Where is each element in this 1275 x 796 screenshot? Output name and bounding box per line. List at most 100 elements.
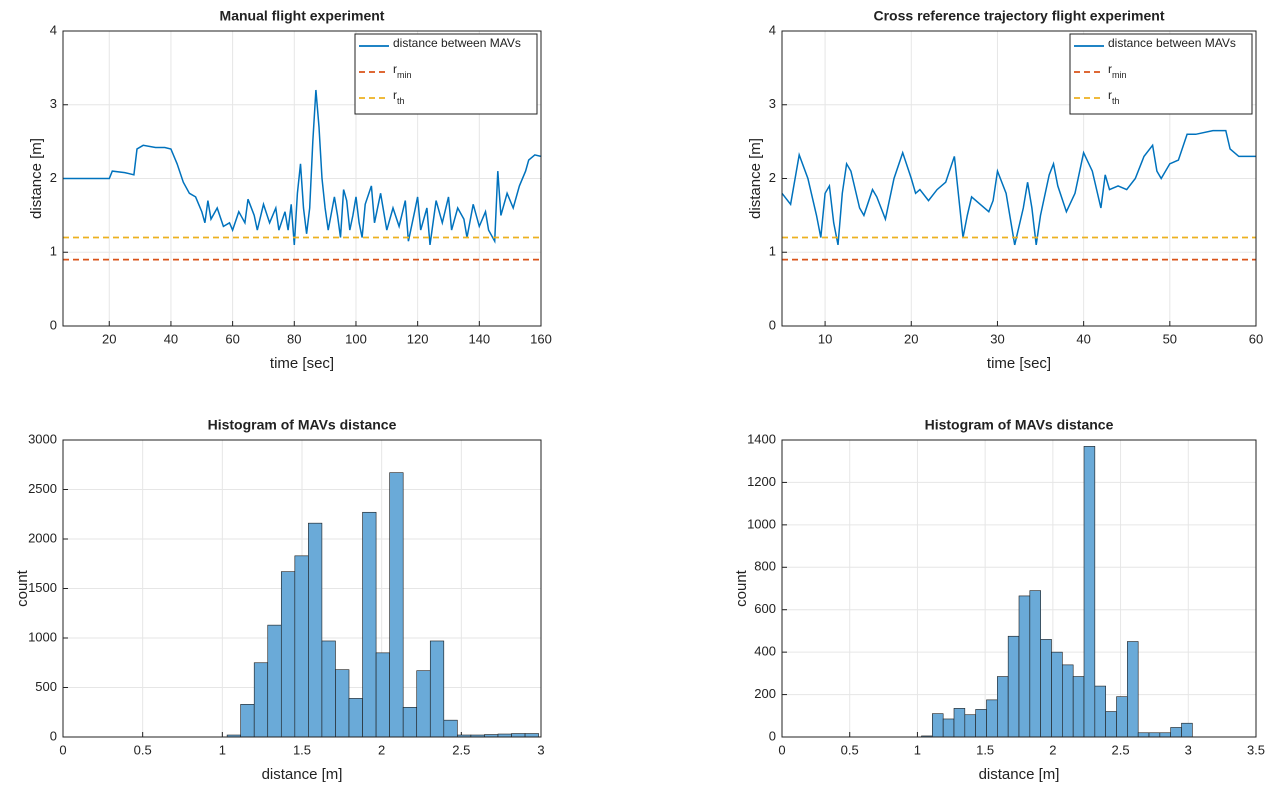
y-tick-label: 4	[50, 22, 57, 37]
x-tick-label: 30	[990, 331, 1004, 346]
legend-box	[1069, 33, 1253, 115]
histogram-bar	[280, 571, 296, 738]
legend-subscript: min	[1112, 70, 1127, 80]
y-tick-label: 0	[50, 317, 57, 332]
histogram-bar	[1040, 639, 1052, 738]
axes-box	[62, 439, 542, 738]
y-tick-label: 1500	[28, 580, 57, 595]
histogram-bar	[267, 624, 282, 738]
histogram-bar	[321, 640, 336, 738]
y-tick-label: 3000	[28, 431, 57, 446]
histogram-bar	[1159, 732, 1171, 738]
histogram-bar	[1018, 595, 1031, 738]
chart-title: Histogram of MAVs distance	[208, 417, 397, 433]
histogram-bar	[1137, 732, 1150, 738]
histogram-bar	[986, 699, 998, 738]
histogram-bar	[964, 714, 976, 738]
x-tick-label: 80	[287, 331, 301, 346]
y-tick-label: 1	[769, 244, 776, 259]
y-tick-label: 3	[769, 96, 776, 111]
x-tick-label: 50	[1163, 331, 1177, 346]
y-tick-label: 0	[50, 728, 57, 743]
y-axis-label: distance [m]	[28, 138, 45, 219]
x-axis-label: distance [m]	[262, 766, 343, 783]
histogram-bar	[1105, 711, 1117, 738]
legend-name: r	[393, 88, 397, 102]
chart-title: Histogram of MAVs distance	[925, 417, 1114, 433]
x-tick-label: 160	[530, 331, 552, 346]
x-tick-label: 40	[1076, 331, 1090, 346]
x-tick-label: 0.5	[134, 742, 152, 757]
histogram-bar	[1007, 635, 1020, 738]
legend-label: rmin	[1108, 62, 1127, 80]
y-tick-label: 1400	[747, 431, 776, 446]
legend-label: rmin	[393, 62, 412, 80]
x-tick-label: 120	[407, 331, 429, 346]
y-tick-label: 0	[769, 728, 776, 743]
histogram-bar	[953, 708, 966, 738]
histogram-bar	[402, 706, 418, 738]
histogram-bar	[997, 676, 1009, 738]
y-tick-label: 2	[769, 170, 776, 185]
histogram-bar	[335, 669, 350, 738]
histogram-bar	[416, 670, 431, 738]
histogram-bar	[1083, 446, 1096, 738]
x-tick-label: 140	[468, 331, 490, 346]
y-tick-label: 1000	[747, 516, 776, 531]
histogram-bar	[1170, 727, 1182, 738]
legend-subscript: min	[397, 70, 412, 80]
y-tick-label: 0	[769, 317, 776, 332]
histogram-bar	[975, 709, 987, 738]
x-tick-label: 3	[1185, 742, 1192, 757]
x-axis-label: time [sec]	[987, 355, 1051, 372]
y-tick-label: 2000	[28, 530, 57, 545]
histogram-bar	[1181, 722, 1193, 738]
axes-box	[62, 30, 542, 327]
x-tick-label: 20	[904, 331, 918, 346]
data-line	[63, 89, 542, 246]
x-tick-label: 1.5	[293, 742, 311, 757]
x-tick-label: 20	[102, 331, 116, 346]
histogram-bar	[389, 472, 404, 738]
y-tick-label: 1000	[28, 629, 57, 644]
y-axis-label: count	[14, 569, 31, 607]
x-tick-label: 2	[1049, 742, 1056, 757]
legend-name: distance between MAVs	[393, 36, 521, 50]
legend-subscript: th	[397, 96, 405, 106]
x-tick-label: 40	[164, 331, 178, 346]
histogram-bar	[1029, 590, 1041, 738]
x-tick-label: 0	[778, 742, 785, 757]
y-tick-label: 600	[754, 601, 776, 616]
histogram-bar	[1094, 685, 1106, 738]
y-tick-label: 400	[754, 644, 776, 659]
axes-box	[781, 30, 1257, 327]
histogram-bar	[375, 652, 390, 738]
histogram-bar	[1051, 651, 1063, 738]
histogram-bar	[511, 733, 526, 738]
legend-subscript: th	[1112, 96, 1120, 106]
histogram-bar	[429, 640, 445, 738]
chart-title: Manual flight experiment	[220, 8, 385, 24]
legend: distance between MAVs rmin rth	[354, 33, 538, 115]
y-tick-label: 1200	[747, 474, 776, 489]
histogram-bar	[308, 522, 323, 738]
y-tick-label: 800	[754, 559, 776, 574]
legend-label: rth	[393, 88, 405, 106]
legend: distance between MAVs rmin rth	[1069, 33, 1253, 115]
legend-label: rth	[1108, 88, 1120, 106]
x-tick-label: 2.5	[452, 742, 470, 757]
x-tick-label: 10	[818, 331, 832, 346]
y-axis-label: distance [m]	[747, 138, 764, 219]
legend-label: distance between MAVs	[1108, 36, 1236, 50]
y-axis-label: count	[733, 569, 750, 607]
histogram-bar	[294, 555, 309, 738]
y-tick-label: 2	[50, 170, 57, 185]
y-tick-label: 200	[754, 686, 776, 701]
legend-label: distance between MAVs	[393, 36, 521, 50]
y-tick-label: 4	[769, 22, 776, 37]
x-tick-label: 1	[219, 742, 226, 757]
data-line	[781, 129, 1256, 246]
x-tick-label: 3	[537, 742, 544, 757]
histogram-bar	[1072, 676, 1085, 738]
x-axis-label: distance [m]	[979, 766, 1060, 783]
